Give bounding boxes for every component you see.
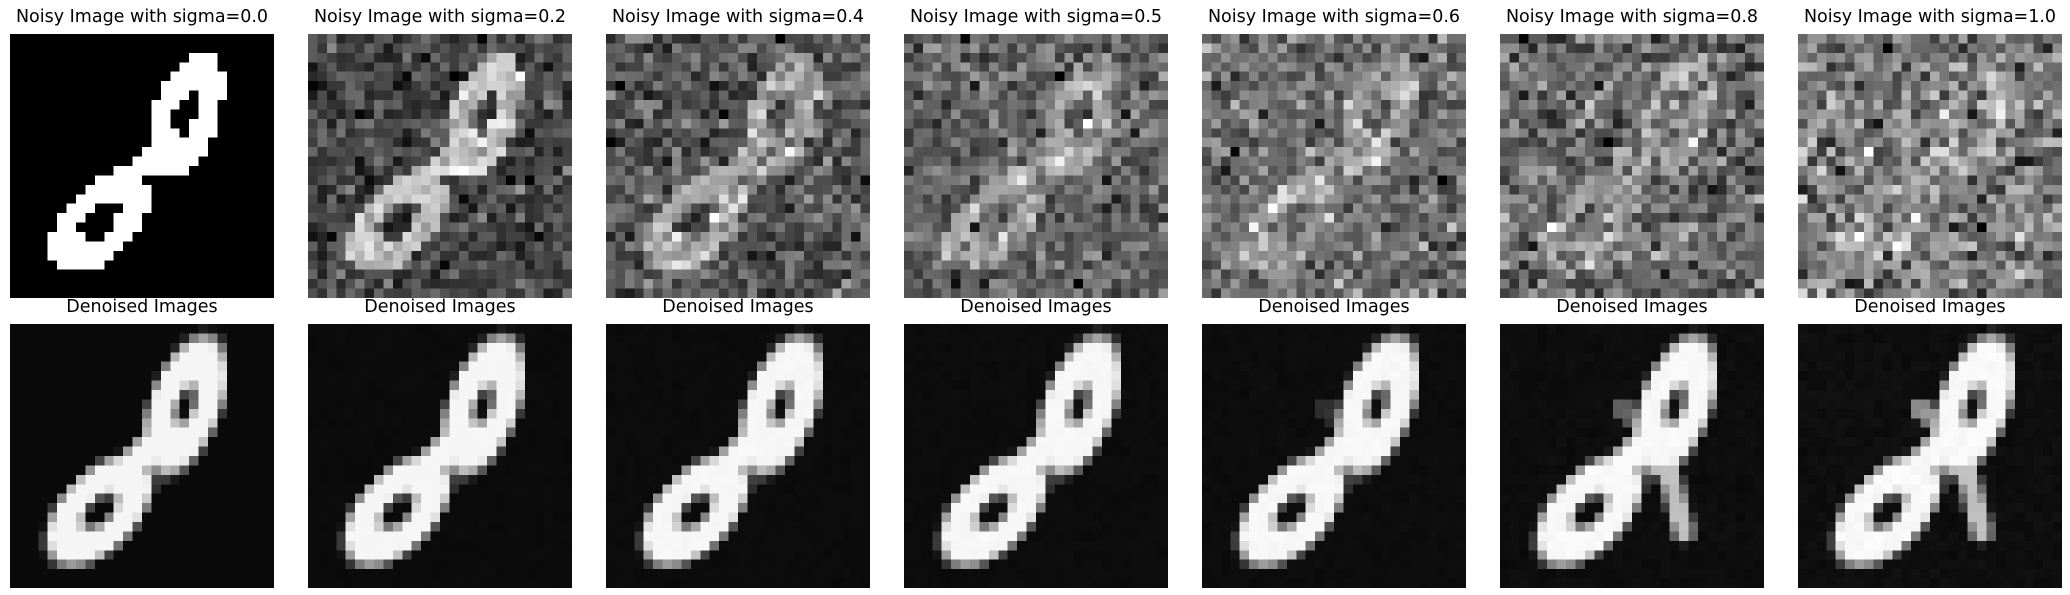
panel-title: Noisy Image with sigma=1.0 <box>1803 7 2057 27</box>
noisy-image <box>606 34 870 298</box>
panel-title: Noisy Image with sigma=0.0 <box>15 7 269 27</box>
denoised-image <box>606 324 870 588</box>
panel-title: Noisy Image with sigma=0.2 <box>313 7 567 27</box>
panel-title: Noisy Image with sigma=0.8 <box>1505 7 1759 27</box>
denoised-image <box>1798 324 2062 588</box>
panel-title: Denoised Images <box>66 297 218 317</box>
panel-title: Noisy Image with sigma=0.5 <box>909 7 1163 27</box>
noisy-image <box>1798 34 2062 298</box>
panel-title: Denoised Images <box>1854 297 2006 317</box>
noisy-image <box>1500 34 1764 298</box>
denoised-image <box>10 324 274 588</box>
denoised-image <box>1202 324 1466 588</box>
noisy-image <box>904 34 1168 298</box>
panel-title: Denoised Images <box>960 297 1112 317</box>
panel-title: Noisy Image with sigma=0.4 <box>611 7 865 27</box>
noisy-image <box>1202 34 1466 298</box>
panel-title: Noisy Image with sigma=0.6 <box>1207 7 1461 27</box>
noisy-image <box>10 34 274 298</box>
denoised-image <box>904 324 1168 588</box>
noisy-image <box>308 34 572 298</box>
panel-title: Denoised Images <box>1556 297 1708 317</box>
panel-title: Denoised Images <box>662 297 814 317</box>
denoised-image <box>308 324 572 588</box>
denoised-image <box>1500 324 1764 588</box>
panel-title: Denoised Images <box>364 297 516 317</box>
panel-title: Denoised Images <box>1258 297 1410 317</box>
